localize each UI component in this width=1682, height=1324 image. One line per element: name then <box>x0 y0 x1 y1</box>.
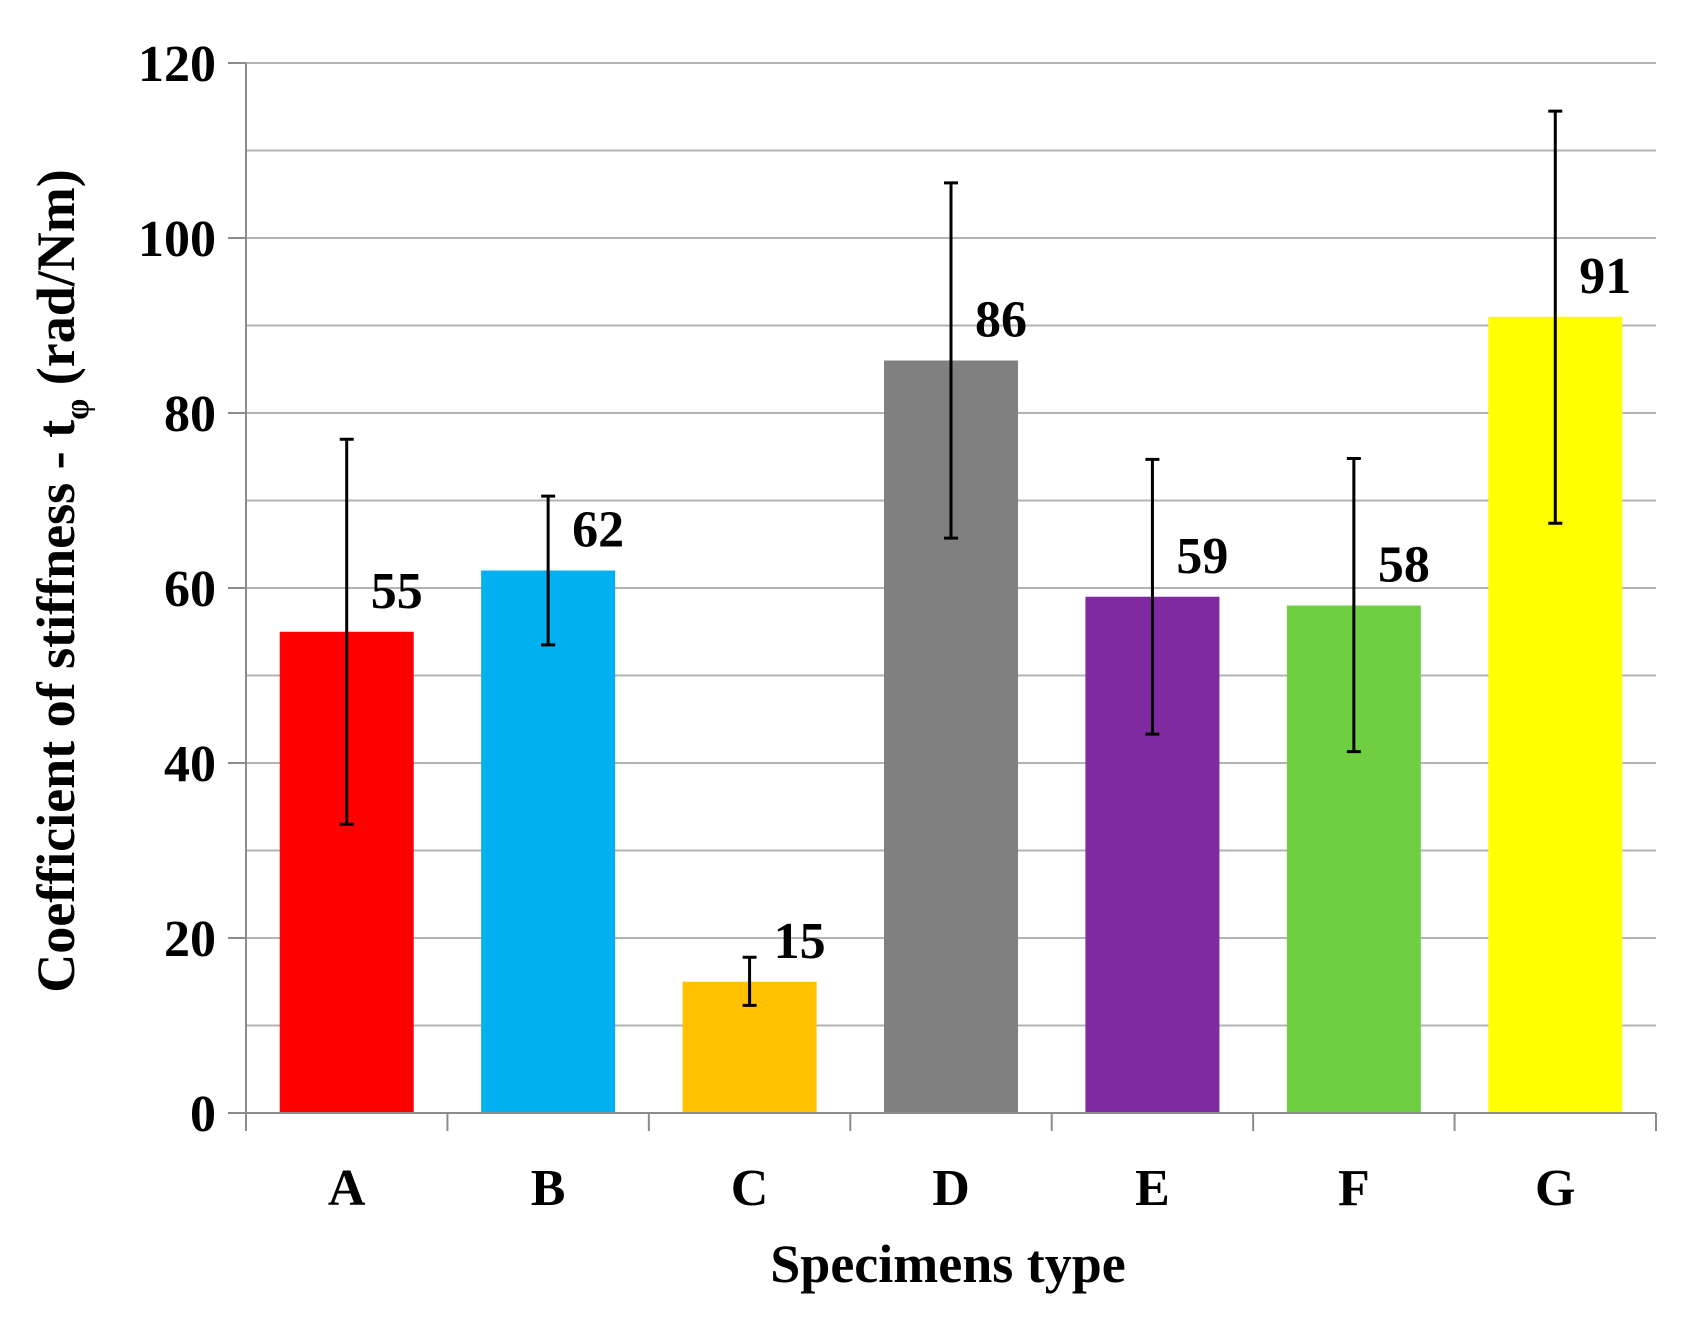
data-label: 15 <box>774 913 826 970</box>
y-tick-label: 120 <box>138 36 216 93</box>
data-label: 62 <box>572 502 624 559</box>
y-tick-label: 20 <box>164 911 216 968</box>
x-category-label: E <box>1135 1160 1170 1217</box>
data-label: 55 <box>371 563 423 620</box>
data-label: 58 <box>1378 537 1430 594</box>
y-tick-label: 0 <box>190 1086 216 1143</box>
y-axis-title-main: Coefficient of stiffness - t <box>26 420 86 993</box>
data-label: 59 <box>1176 528 1228 585</box>
y-tick-label: 60 <box>164 561 216 618</box>
x-category-label: A <box>328 1160 366 1217</box>
y-axis-title-subscript: φ <box>59 399 96 420</box>
x-category-label: D <box>932 1160 970 1217</box>
y-axis-title-unit: (rad/Nm) <box>26 169 86 398</box>
x-category-label: F <box>1338 1160 1370 1217</box>
data-label: 91 <box>1579 248 1631 305</box>
x-axis-title: Specimens type <box>770 1234 1125 1294</box>
x-category-label: C <box>731 1160 769 1217</box>
axes: 0 20 40 60 80 100 120 <box>138 36 1657 1143</box>
bars <box>279 316 1623 1113</box>
x-category-label: G <box>1535 1160 1575 1217</box>
y-tick-label: 40 <box>164 736 216 793</box>
bar-b <box>481 570 616 1113</box>
labels: A B C D E F G 55 62 15 86 59 58 91 <box>328 248 1631 1217</box>
y-tick-label: 100 <box>138 211 216 268</box>
x-category-label: B <box>531 1160 566 1217</box>
y-tick-label: 80 <box>164 386 216 443</box>
y-axis-title: Coefficient of stiffness - tφ (rad/Nm) <box>26 169 96 993</box>
error-bars <box>339 109 1563 1007</box>
data-label: 86 <box>975 292 1027 349</box>
